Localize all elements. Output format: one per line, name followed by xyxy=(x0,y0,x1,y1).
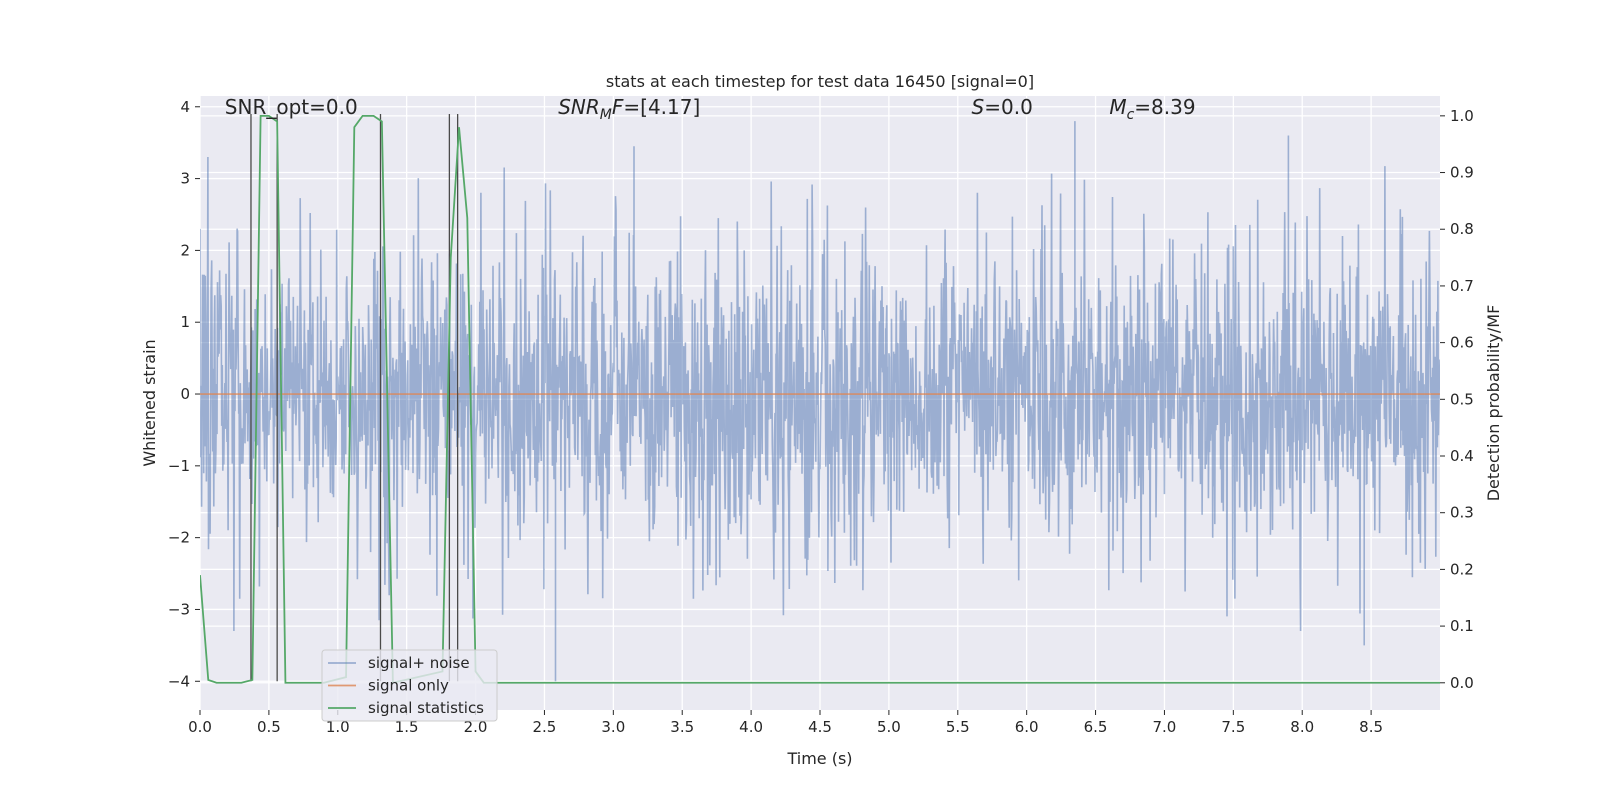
x-tick-label: 8.5 xyxy=(1359,718,1383,736)
axes: 0.0 0.5 1.0 1.5 2.0 2.5 3.0 3.5 4.0 4.5 5.0 5.5 6.0 6… xyxy=(140,72,1503,768)
annotation-part: =[4.17] xyxy=(623,95,700,119)
y-axis-title: Whitened strain xyxy=(140,339,159,466)
y2-tick-label: 0.1 xyxy=(1450,617,1474,635)
x-tick-label: 7.0 xyxy=(1153,718,1177,736)
series-signal-statistics xyxy=(200,114,1440,684)
x-tick-label: 4.5 xyxy=(808,718,832,736)
x-tick-label: 3.5 xyxy=(670,718,694,736)
y2-tick-label: 0.7 xyxy=(1450,277,1474,295)
x-tick-label: 2.0 xyxy=(464,718,488,736)
x-tick-label: 4.0 xyxy=(739,718,763,736)
y-tick-label: 2 xyxy=(180,241,190,259)
stat-annotation: Mc=8.39 xyxy=(1109,95,1195,123)
x-axis-title: Time (s) xyxy=(786,749,852,768)
annotations: SNR_opt=0.0 SNRMF=[4.17] S=0.0 Mc=8.39 xyxy=(225,95,1196,123)
x-tick-label: 6.0 xyxy=(1015,718,1039,736)
y2-tick-label: 0.0 xyxy=(1450,674,1474,692)
y-tick-label: 4 xyxy=(180,98,190,116)
y2-tick-label: 0.5 xyxy=(1450,390,1474,408)
x-tick-label: 5.5 xyxy=(946,718,970,736)
stat-annotation: S=0.0 xyxy=(972,95,1033,119)
y-tick-label: −4 xyxy=(168,672,190,690)
y2-tick-label: 0.4 xyxy=(1450,447,1474,465)
y-tick-label: 0 xyxy=(180,385,190,403)
series-signal-plus-noise xyxy=(200,121,1440,682)
annotation-subscript: M xyxy=(600,107,612,123)
annotation-part: =0.0 xyxy=(984,95,1033,119)
plot-marks xyxy=(200,113,1440,684)
y2-tick-label: 1.0 xyxy=(1450,107,1474,125)
legend-entry: signal only xyxy=(368,677,449,695)
x-tick-label: 1.0 xyxy=(326,718,350,736)
x-tick-label: 0.5 xyxy=(257,718,281,736)
y2-tick-label: 0.2 xyxy=(1450,560,1474,578)
legend-entry: signal statistics xyxy=(368,699,484,717)
x-tick-label: 5.0 xyxy=(877,718,901,736)
stat-annotation: SNRMF=[4.17] xyxy=(558,95,700,123)
chart-title: stats at each timestep for test data 164… xyxy=(606,72,1034,91)
annotation-part: F xyxy=(612,95,624,119)
y2-tick-label: 0.9 xyxy=(1450,164,1474,182)
x-tick-label: 3.0 xyxy=(601,718,625,736)
stat-annotation: SNR_opt=0.0 xyxy=(225,95,358,119)
annotation-part: SNR_opt=0.0 xyxy=(225,95,358,119)
annotation-subscript: c xyxy=(1127,107,1135,123)
annotation-part: =8.39 xyxy=(1134,95,1195,119)
annotation-part: M xyxy=(1109,95,1126,119)
y-tick-label: −1 xyxy=(168,457,190,475)
legend-box xyxy=(321,649,498,722)
annotation-part: S xyxy=(972,95,985,119)
y2-tick-label: 0.8 xyxy=(1450,220,1474,238)
y-tick-label: 3 xyxy=(180,170,190,188)
x-tick-label: 6.5 xyxy=(1084,718,1108,736)
y-tick-label: −2 xyxy=(168,529,190,547)
y-tick-label: 1 xyxy=(180,313,190,331)
annotation-part: SNR xyxy=(558,95,600,119)
legend: signal+ noise signal only signal statistic… xyxy=(321,649,498,722)
y2-tick-label: 0.6 xyxy=(1450,334,1474,352)
x-tick-label: 8.0 xyxy=(1290,718,1314,736)
y2-tick-label: 0.3 xyxy=(1450,504,1474,522)
x-tick-label: 2.5 xyxy=(533,718,557,736)
legend-entry: signal+ noise xyxy=(368,654,470,672)
x-tick-label: 0.0 xyxy=(188,718,212,736)
x-tick-label: 7.5 xyxy=(1221,718,1245,736)
y-tick-label: −3 xyxy=(168,600,190,618)
x-tick-label: 1.5 xyxy=(395,718,419,736)
y2-axis-title: Detection probability/MF xyxy=(1484,305,1503,502)
